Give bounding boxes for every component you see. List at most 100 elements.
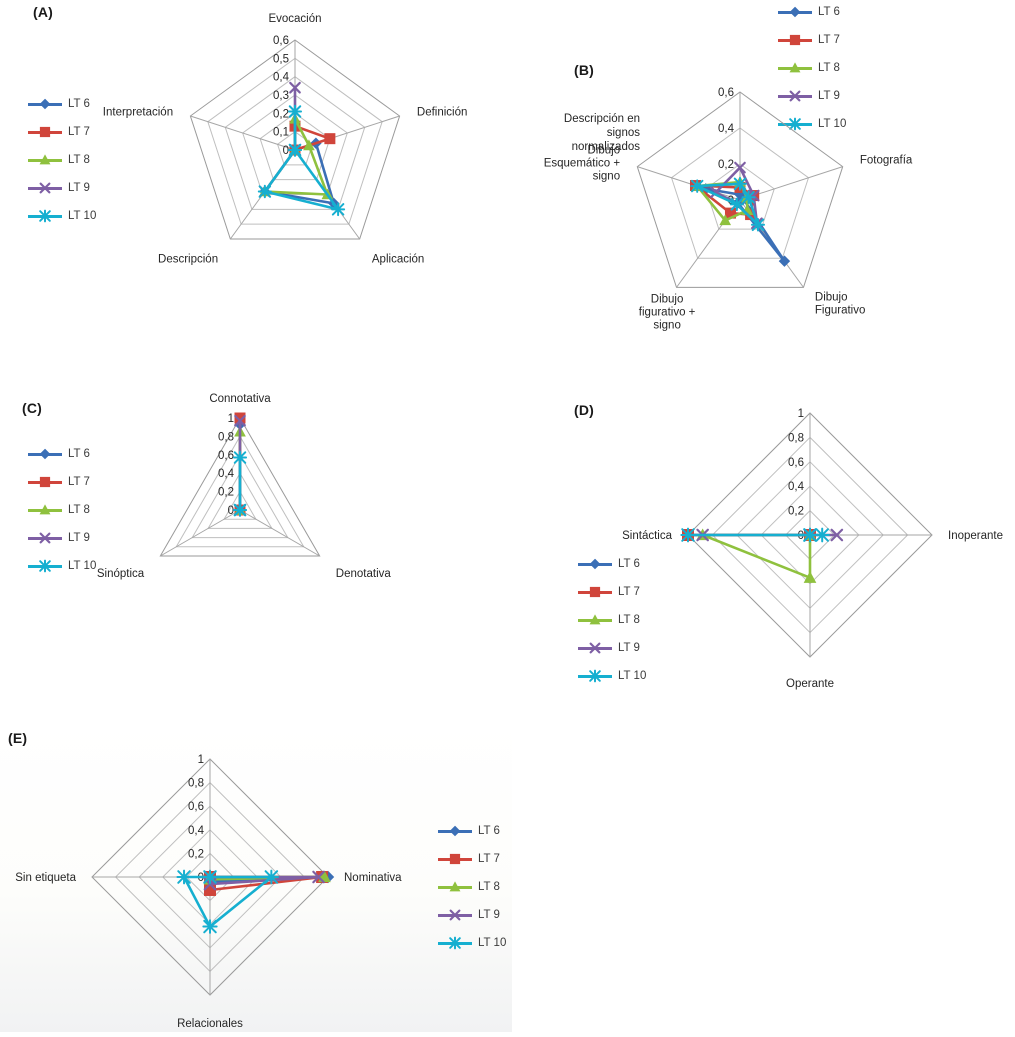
data-point-lt-10 [287, 104, 303, 119]
svg-text:0,6: 0,6 [273, 35, 289, 47]
legend-item-lt-8[interactable]: LT 8 [778, 54, 846, 82]
legend-item-lt-6[interactable]: LT 6 [438, 817, 506, 845]
category-label: Nominativa [344, 872, 402, 884]
legend-item-lt-8[interactable]: LT 8 [578, 606, 646, 634]
panel-a-tag: (A) [33, 4, 54, 20]
data-point-lt-8 [803, 571, 817, 583]
category-label: Definición [417, 107, 468, 119]
category-label: Dibujo Figurativo [815, 291, 866, 316]
data-point-lt-10 [202, 869, 218, 885]
data-point-lt-10 [814, 527, 830, 543]
category-label: Interpretación [103, 107, 173, 119]
legend-swatch-asterisk-icon [28, 559, 62, 573]
legend-item-lt-7[interactable]: LT 7 [438, 845, 506, 873]
svg-text:0,8: 0,8 [788, 432, 804, 444]
chart-d-radar: 00,20,40,60,81InoperanteOperanteSintácti… [622, 408, 1003, 690]
category-label: Dibujo Esquemático + signo [544, 145, 621, 183]
legend-item-lt-7[interactable]: LT 7 [778, 26, 846, 54]
legend-c: LT 6 LT 7 LT 8 LT 9 LT 10 [28, 440, 96, 580]
data-point-lt-8 [719, 214, 732, 226]
legend-e: LT 6 LT 7 LT 8 LT 9 LT 10 [438, 817, 506, 957]
svg-text:0: 0 [283, 145, 289, 157]
legend-swatch-asterisk-icon [28, 209, 62, 223]
data-point-lt-6 [778, 255, 791, 267]
legend-item-lt-8[interactable]: LT 8 [28, 146, 96, 174]
legend-swatch-diamond-icon [438, 825, 472, 837]
data-point-lt-10 [690, 179, 705, 193]
legend-swatch-square-icon [578, 586, 612, 598]
legend-swatch-square-icon [28, 126, 62, 138]
legend-item-lt-10[interactable]: LT 10 [578, 662, 646, 690]
legend-item-lt-6[interactable]: LT 6 [28, 440, 96, 468]
category-label: Dibujo figurativo + signo [639, 293, 696, 331]
legend-label: LT 8 [68, 504, 90, 516]
legend-swatch-diamond-icon [28, 448, 62, 460]
legend-item-lt-9[interactable]: LT 9 [28, 524, 96, 552]
panel-a: (A) LT 6 LT 7 LT 8 LT 9 LT 10 0 0,1 0,2 0,3 0,4 0… [0, 0, 520, 300]
legend-label: LT 7 [618, 586, 640, 598]
legend-label: LT 9 [68, 532, 90, 544]
legend-item-lt-6[interactable]: LT 6 [778, 0, 846, 26]
legend-swatch-diamond-icon [578, 558, 612, 570]
legend-label: LT 7 [478, 853, 500, 865]
panel-d: (D) LT 6 LT 7 LT 8 LT 9 LT 10 0 0,2 0,4 0,6 0,8 1… [550, 395, 1015, 705]
legend-item-lt-8[interactable]: LT 8 [438, 873, 506, 901]
data-point-lt-10 [287, 143, 303, 157]
svg-text:0,2: 0,2 [188, 848, 204, 860]
legend-item-lt-9[interactable]: LT 9 [438, 901, 506, 929]
legend-item-lt-9[interactable]: LT 9 [578, 634, 646, 662]
data-point-lt-10 [232, 450, 248, 465]
radar-grid [687, 412, 933, 658]
legend-swatch-triangle-icon [28, 154, 62, 166]
svg-text:0,4: 0,4 [218, 468, 235, 480]
legend-swatch-x-cross-icon [778, 90, 812, 102]
panel-b: (B) LT 6 LT 7 LT 8 LT 9 LT 10 0 0,2 0,4 0,6 Foto… [544, 0, 1015, 370]
category-label: Sintáctica [622, 530, 672, 542]
legend-swatch-square-icon [28, 476, 62, 488]
legend-label: LT 6 [478, 825, 500, 837]
data-point-lt-10 [202, 919, 218, 934]
category-label: Evocación [268, 13, 321, 25]
chart-a-radar: 0 0,1 0,2 0,3 0,4 0,5 0,6 Evocación Definición Ap… [103, 13, 468, 265]
legend-item-lt-10[interactable]: LT 10 [778, 110, 846, 138]
data-point-lt-9 [289, 81, 301, 94]
legend-swatch-x-cross-icon [28, 532, 62, 544]
data-point-lt-7 [324, 133, 336, 145]
legend-item-lt-10[interactable]: LT 10 [28, 552, 96, 580]
legend-item-lt-10[interactable]: LT 10 [28, 202, 96, 230]
data-point-lt-10 [176, 869, 192, 885]
legend-item-lt-6[interactable]: LT 6 [28, 90, 96, 118]
svg-text:0,5: 0,5 [273, 53, 289, 65]
legend-item-lt-7[interactable]: LT 7 [28, 118, 96, 146]
legend-item-lt-10[interactable]: LT 10 [438, 929, 506, 957]
chart-e-radar: 00,20,40,60,81NominativaRelacionalesSin … [15, 754, 402, 1030]
data-point-lt-10 [331, 202, 346, 217]
data-point-lt-9 [312, 870, 325, 884]
legend-item-lt-8[interactable]: LT 8 [28, 496, 96, 524]
svg-text:0,4: 0,4 [788, 481, 805, 493]
category-label: Sinóptica [97, 568, 145, 580]
svg-text:0: 0 [228, 505, 234, 517]
legend-item-lt-9[interactable]: LT 9 [778, 82, 846, 110]
legend-swatch-square-icon [778, 34, 812, 46]
svg-text:1: 1 [228, 413, 234, 425]
radar-grid [159, 416, 321, 557]
data-point-lt-10 [741, 190, 756, 204]
svg-text:0,8: 0,8 [218, 431, 234, 443]
radar-category-labels: Evocación Definición Aplicación Descripción… [103, 13, 468, 265]
legend-label: LT 8 [68, 154, 90, 166]
legend-item-lt-9[interactable]: LT 9 [28, 174, 96, 202]
legend-item-lt-7[interactable]: LT 7 [28, 468, 96, 496]
legend-label: LT 10 [68, 560, 97, 572]
svg-text:0,2: 0,2 [273, 108, 289, 120]
legend-d: LT 6 LT 7 LT 8 LT 9 LT 10 [578, 550, 646, 690]
series-line-lt-9 [263, 86, 297, 193]
legend-label: LT 10 [818, 118, 847, 130]
radar-series [176, 869, 335, 934]
legend-label: LT 8 [478, 881, 500, 893]
legend-item-lt-6[interactable]: LT 6 [578, 550, 646, 578]
legend-item-lt-7[interactable]: LT 7 [578, 578, 646, 606]
legend-label: LT 7 [68, 126, 90, 138]
legend-swatch-diamond-icon [28, 98, 62, 110]
legend-swatch-triangle-icon [778, 62, 812, 74]
